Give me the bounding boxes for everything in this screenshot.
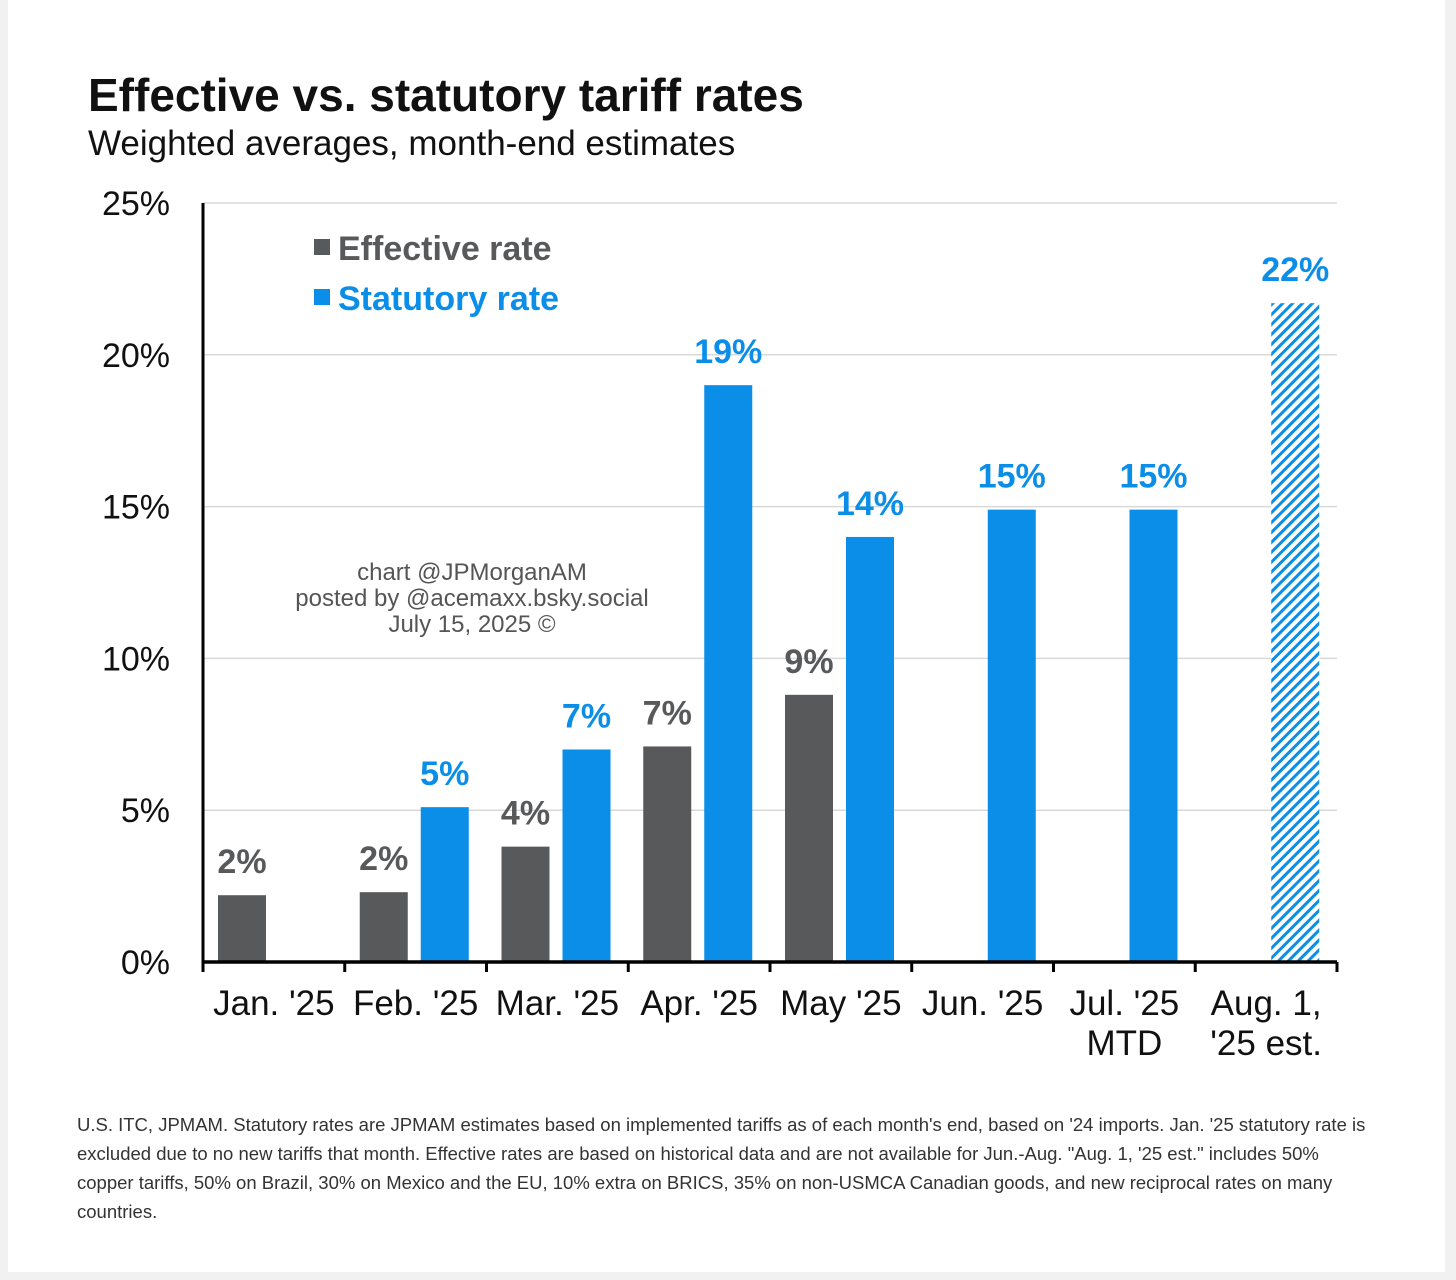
chart-subtitle: Weighted averages, month-end estimates — [88, 124, 736, 163]
chart-plot: 0% 5% 10% 15% 20% 25% Jan. '25 Feb. '25 Mar. '25… — [102, 185, 1339, 1063]
bars — [218, 303, 1320, 962]
statutory-rate-bar — [1129, 509, 1178, 962]
effective-rate-bar — [501, 846, 550, 962]
effective-rate-bar — [785, 694, 833, 962]
effective-rate-bar — [218, 895, 266, 962]
x-tick-label: May '25 — [780, 984, 901, 1023]
x-tick-label: Jun. '25 — [922, 984, 1044, 1023]
legend-statutory-label: Statutory rate — [338, 280, 559, 318]
data-label: 14% — [836, 485, 904, 523]
data-label: 4% — [501, 795, 550, 833]
watermark-line: chart @JPMorganAM — [357, 559, 587, 586]
y-tick-label: 0% — [121, 944, 170, 982]
data-label: 7% — [562, 697, 611, 735]
x-tick-label: MTD — [1086, 1024, 1162, 1063]
x-tick-label: '25 est. — [1210, 1024, 1322, 1063]
statutory-rate-bar — [846, 536, 894, 962]
data-label: 9% — [784, 643, 833, 681]
x-tick-label: Mar. '25 — [496, 984, 619, 1023]
x-tick-label: Apr. '25 — [640, 984, 758, 1023]
y-tick-label: 5% — [121, 792, 170, 830]
x-tick-label: Jul. '25 — [1069, 984, 1179, 1023]
footnote: U.S. ITC, JPMAM. Statutory rates are JPM… — [77, 1114, 1366, 1222]
statutory-rate-bar — [562, 749, 611, 962]
legend-effective-label: Effective rate — [338, 230, 552, 268]
legend-statutory-swatch — [314, 289, 330, 305]
y-tick-label: 15% — [102, 489, 170, 527]
data-label: 5% — [420, 755, 469, 793]
data-label: 15% — [978, 458, 1046, 496]
data-label: 22% — [1261, 251, 1329, 289]
statutory-rate-bar — [704, 385, 753, 962]
y-tick-label: 20% — [102, 337, 170, 375]
watermark-line: July 15, 2025 © — [388, 611, 555, 638]
effective-rate-bar — [359, 892, 408, 962]
statutory-rate-bar — [987, 509, 1036, 962]
data-label: 2% — [359, 840, 408, 878]
statutory-rate-bar — [420, 807, 469, 962]
y-tick-label: 10% — [102, 640, 170, 678]
x-tick-label: Aug. 1, — [1211, 984, 1322, 1023]
data-label: 19% — [694, 333, 762, 371]
x-tick-label: Jan. '25 — [213, 984, 335, 1023]
watermark-line: posted by @acemaxx.bsky.social — [295, 585, 648, 612]
legend-effective-swatch — [314, 239, 330, 255]
legend: Effective rate Statutory rate — [314, 230, 559, 318]
data-label: 7% — [643, 694, 692, 732]
x-tick-label: Feb. '25 — [353, 984, 478, 1023]
axes: 0% 5% 10% 15% 20% 25% Jan. '25 Feb. '25 Mar. '25… — [102, 185, 1339, 1063]
data-labels: 2% 2% 5% 4% 7% 7% 19% 9% 14% 15% 15% 22% — [217, 251, 1329, 881]
chart-title: Effective vs. statutory tariff rates — [88, 69, 804, 121]
effective-rate-bar — [643, 746, 692, 962]
y-tick-label: 25% — [102, 185, 170, 223]
data-label: 2% — [217, 843, 266, 881]
statutory-rate-estimate-bar — [1271, 303, 1320, 962]
data-label: 15% — [1119, 458, 1187, 496]
